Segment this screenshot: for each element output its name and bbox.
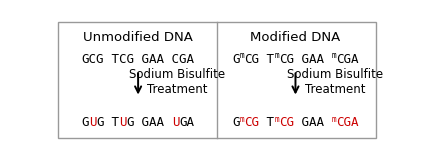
Text: m: m [275, 52, 279, 60]
Text: m: m [240, 52, 244, 60]
Text: CG: CG [244, 116, 259, 129]
Text: G: G [97, 116, 104, 129]
FancyBboxPatch shape [58, 22, 376, 138]
Text: U: U [172, 116, 179, 129]
Text: CGA: CGA [336, 116, 359, 129]
Text: G: G [127, 116, 135, 129]
Text: GAA: GAA [135, 116, 165, 129]
Text: Sodium Bisulfite
Treatment: Sodium Bisulfite Treatment [287, 68, 383, 96]
Text: CG: CG [279, 116, 294, 129]
Text: Unmodified DNA: Unmodified DNA [83, 31, 193, 44]
Text: m: m [240, 114, 244, 124]
Text: G: G [232, 116, 240, 129]
Text: GCG: GCG [82, 53, 104, 66]
Text: CG: CG [279, 53, 294, 66]
Text: GAA: GAA [294, 53, 324, 66]
Text: Sodium Bisulfite
Treatment: Sodium Bisulfite Treatment [129, 68, 225, 96]
Text: T: T [259, 116, 275, 129]
Text: m: m [332, 114, 336, 124]
Text: T: T [104, 116, 119, 129]
Text: T: T [259, 53, 275, 66]
Text: U: U [89, 116, 97, 129]
Text: G: G [232, 53, 240, 66]
Text: GAA: GAA [135, 53, 165, 66]
Text: TCG: TCG [104, 53, 135, 66]
Text: U: U [119, 116, 127, 129]
Text: Modified DNA: Modified DNA [250, 31, 341, 44]
Text: m: m [332, 52, 336, 60]
Text: G: G [82, 116, 89, 129]
Text: CGA: CGA [165, 53, 194, 66]
Text: CGA: CGA [336, 53, 359, 66]
Text: CG: CG [244, 53, 259, 66]
Text: m: m [275, 114, 279, 124]
Text: GA: GA [179, 116, 194, 129]
Text: GAA: GAA [294, 116, 324, 129]
